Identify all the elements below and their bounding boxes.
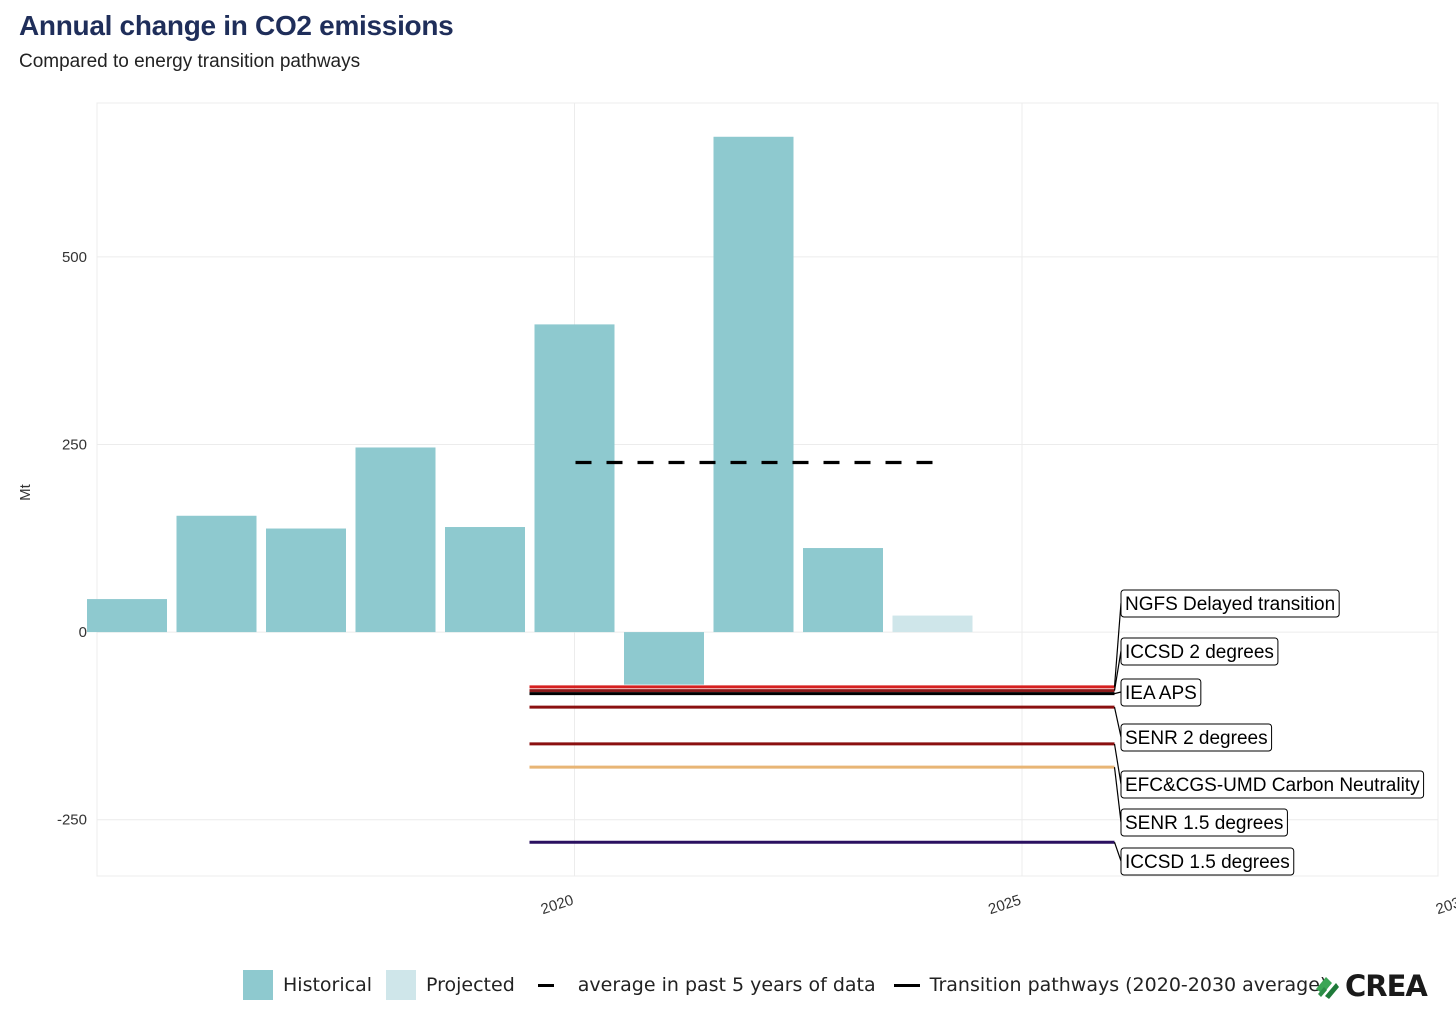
bar-2024 <box>892 615 973 633</box>
chart-subtitle: Compared to energy transition pathways <box>19 51 361 72</box>
pathway-label: NGFS Delayed transition <box>1125 594 1335 615</box>
pathway-leader-line <box>1113 743 1122 785</box>
x-tick-label: 2030 <box>1434 892 1456 918</box>
pathway-label-box <box>1120 847 1295 876</box>
pathway-leader-line <box>1113 707 1122 738</box>
bar-2020 <box>534 324 615 633</box>
bar-2021 <box>624 632 704 685</box>
y-axis-label: Mt <box>17 483 34 500</box>
bar-2016 <box>176 515 257 633</box>
bar-2018 <box>355 447 436 633</box>
bar-2023 <box>803 548 883 633</box>
legend-item-projected: Projected <box>386 970 515 1000</box>
pathway-label: IEA APS <box>1125 683 1197 704</box>
crea-leaf-icon <box>1316 977 1339 999</box>
legend: Historical Projected average in past 5 y… <box>243 968 1341 1002</box>
y-tick-label: 500 <box>62 249 87 266</box>
bar-series <box>87 136 973 685</box>
logo-text: CREA <box>1345 969 1428 1003</box>
pathway-label-box <box>1120 589 1340 618</box>
pathway-label-box <box>1120 770 1425 799</box>
chart-plot: NGFS Delayed transition ICCSD 2 degrees IE… <box>17 102 1456 918</box>
legend-label-average: average in past 5 years of data <box>577 974 876 996</box>
chart-title: Annual change in CO2 emissions <box>19 10 454 41</box>
bar-2015 <box>87 599 167 633</box>
legend-item-historical: Historical <box>243 970 372 1000</box>
y-tick-label: 250 <box>62 436 87 453</box>
pathway-label-box <box>1120 678 1202 707</box>
crea-logo: CREA <box>1313 968 1428 1004</box>
legend-label-historical: Historical <box>283 974 372 996</box>
axis-labels: -250 0 250 500 2020 2025 2030 Mt <box>17 249 1456 918</box>
x-tick-label: 2020 <box>539 892 576 918</box>
pathway-lines <box>529 685 1115 844</box>
pathway-leader-line <box>1114 691 1122 695</box>
pathway-label: SENR 1.5 degrees <box>1125 813 1283 834</box>
pathway-leader-line <box>1113 650 1122 691</box>
legend-item-pathways: Transition pathways (2020-2030 average) <box>890 974 1328 996</box>
y-tick-label: -250 <box>57 812 87 829</box>
pathway-leader-line <box>1113 602 1122 687</box>
pathway-label-box <box>1120 723 1273 752</box>
bar-2022 <box>713 136 794 633</box>
pathway-leader-line <box>1113 767 1122 823</box>
pathway-label-box <box>1120 808 1288 837</box>
bar-2017 <box>266 528 346 633</box>
pathway-label: SENR 2 degrees <box>1125 728 1268 749</box>
legend-item-average: average in past 5 years of data <box>529 974 876 996</box>
legend-solid-line-icon <box>893 983 920 987</box>
legend-swatch-historical <box>243 970 273 1000</box>
legend-swatch-projected <box>386 970 416 1000</box>
legend-label-pathways: Transition pathways (2020-2030 average) <box>929 974 1328 996</box>
pathway-label: EFC&CGS-UMD Carbon Neutrality <box>1125 775 1420 796</box>
x-tick-label: 2025 <box>986 892 1023 918</box>
legend-dashed-line-icon <box>537 983 554 987</box>
pathway-label: ICCSD 1.5 degrees <box>1125 852 1290 873</box>
pathway-label: ICCSD 2 degrees <box>1125 642 1274 663</box>
y-tick-label: 0 <box>79 624 87 641</box>
pathway-labels: NGFS Delayed transition ICCSD 2 degrees IE… <box>1113 589 1425 876</box>
bar-2019 <box>445 527 525 633</box>
pathway-label-box <box>1120 637 1279 666</box>
pathway-leader-line <box>1113 842 1122 862</box>
legend-label-projected: Projected <box>426 974 515 996</box>
